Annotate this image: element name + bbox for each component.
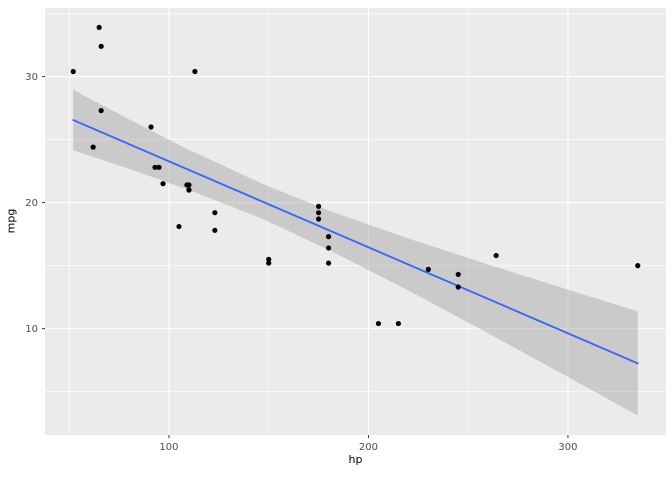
data-point	[152, 164, 158, 170]
data-point	[184, 182, 190, 188]
data-point	[186, 187, 192, 193]
data-point	[375, 320, 382, 327]
data-point	[192, 68, 198, 75]
data-point	[493, 252, 499, 259]
data-point	[156, 164, 162, 170]
data-point	[325, 234, 332, 240]
y-tick-label: 20	[25, 198, 38, 209]
data-point	[90, 144, 96, 150]
data-point	[315, 203, 322, 209]
x-tick-label: 300	[558, 442, 577, 453]
data-point	[98, 43, 104, 49]
data-point	[70, 68, 76, 75]
data-point	[325, 245, 332, 251]
x-tick-label: 200	[359, 442, 378, 453]
data-point	[425, 266, 431, 272]
data-point	[315, 216, 322, 222]
data-point	[212, 227, 218, 233]
data-point	[266, 260, 272, 266]
confidence-band	[73, 89, 638, 416]
x-axis-title: hp	[348, 453, 363, 466]
data-point	[160, 181, 166, 187]
data-point	[266, 256, 272, 262]
data-point	[148, 124, 154, 130]
y-tick-label: 10	[25, 324, 38, 335]
regression-line	[72, 119, 639, 365]
data-point	[455, 271, 461, 278]
data-point	[635, 263, 641, 269]
y-axis-title: mpg	[4, 208, 18, 234]
data-point	[212, 210, 218, 216]
data-point	[325, 260, 332, 266]
data-point	[455, 284, 461, 290]
x-tick-label: 100	[159, 442, 178, 453]
data-point	[96, 24, 102, 31]
data-point	[98, 107, 104, 114]
panel-background	[45, 8, 666, 435]
data-point	[315, 210, 322, 216]
data-point	[176, 223, 182, 230]
data-point	[395, 320, 401, 327]
y-tick-label: 30	[25, 72, 38, 83]
